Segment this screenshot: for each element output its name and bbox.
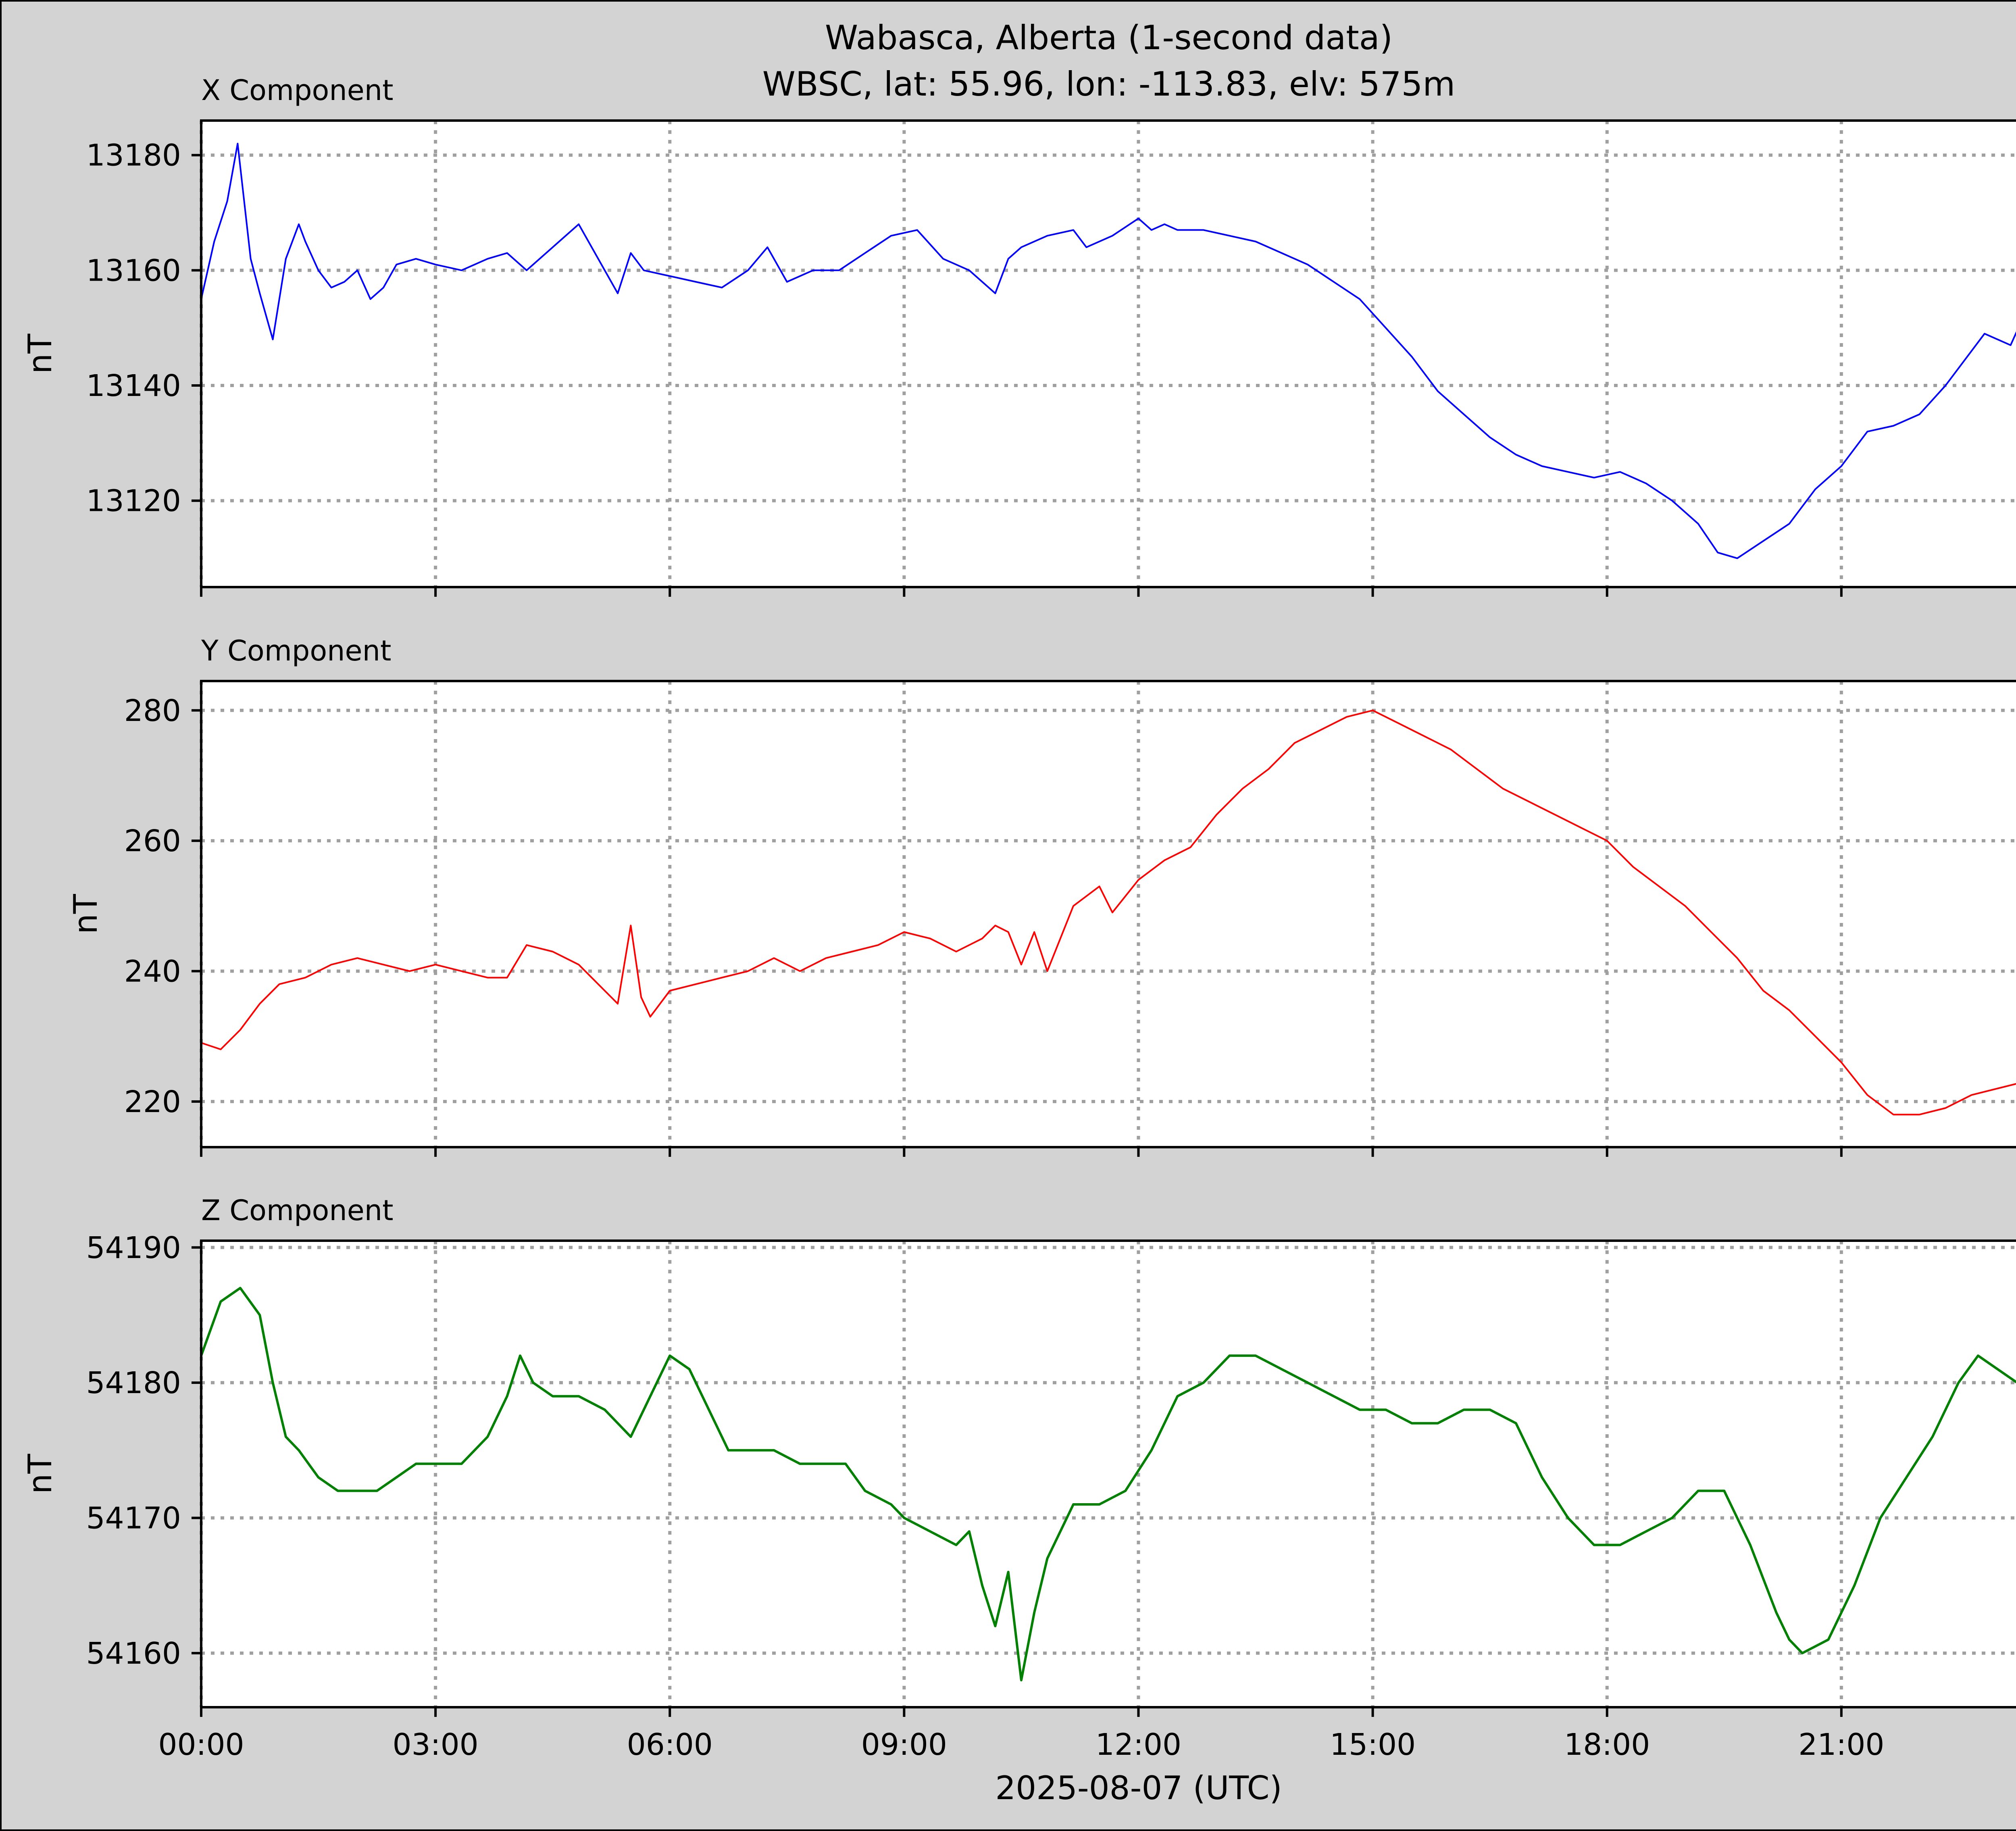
x-tick-label: 06:00	[627, 1727, 713, 1762]
x-tick-label: 00:00	[158, 1727, 244, 1762]
y-tick-label: 54170	[86, 1501, 181, 1535]
panel-x-plot-area	[201, 121, 2016, 587]
y-tick-label: 13180	[86, 138, 181, 173]
panel-z-frame	[200, 1239, 2016, 1708]
panel-y-plot-area	[201, 681, 2016, 1147]
x-tick-label: 03:00	[392, 1727, 478, 1762]
y-tick-label: 54180	[86, 1366, 181, 1400]
y-tick-label: 54190	[86, 1231, 181, 1265]
x-tick-label: 18:00	[1564, 1727, 1650, 1762]
figure-title-line-1: Wabasca, Alberta (1-second data)	[825, 18, 1393, 57]
panel-x-frame	[200, 119, 2016, 588]
x-tick-label: 15:00	[1330, 1727, 1416, 1762]
x-tick-label: 09:00	[861, 1727, 947, 1762]
panel-y-frame	[200, 680, 2016, 1148]
panel-z-series-line	[200, 1287, 2016, 1681]
figure-title-line-2: WBSC, lat: 55.96, lon: -113.83, elv: 575…	[762, 65, 1455, 104]
panel-x-y-axis-label: nT	[21, 333, 59, 374]
x-tick-label: 21:00	[1798, 1727, 1884, 1762]
x-axis-label: 2025-08-07 (UTC)	[995, 1769, 1282, 1807]
x-tick-label: 12:00	[1095, 1727, 1181, 1762]
y-tick-label: 13140	[86, 369, 181, 403]
y-tick-label: 240	[124, 954, 181, 989]
panel-y-series-line	[201, 709, 2016, 1116]
x-tick-labels: 00:00 03:00 06:00 09:00 12:00 15:00 18:00 21:00	[158, 1727, 1884, 1762]
y-tick-label: 13120	[86, 484, 181, 519]
panel-x: 13120 13140 13160 13180 X Component nT	[21, 74, 2016, 597]
y-tick-label: 54160	[86, 1636, 181, 1671]
panel-y-y-axis-label: nT	[67, 894, 104, 934]
panel-y-title: Y Component	[201, 634, 391, 667]
y-tick-label: 280	[124, 694, 181, 728]
panel-z: 54160 54170 54180 54190 Z Component nT	[21, 1194, 2016, 1717]
panel-x-series-line	[200, 143, 2016, 559]
panel-x-title: X Component	[201, 74, 394, 107]
panel-z-plot-area	[201, 1241, 2016, 1707]
y-tick-label: 13160	[86, 253, 181, 288]
panel-y: 220 240 260 280 Y Component nT	[67, 634, 2016, 1157]
y-tick-label: 220	[124, 1085, 181, 1119]
y-tick-label: 260	[124, 824, 181, 858]
panel-z-title: Z Component	[201, 1194, 394, 1227]
panel-z-y-axis-label: nT	[21, 1454, 59, 1494]
